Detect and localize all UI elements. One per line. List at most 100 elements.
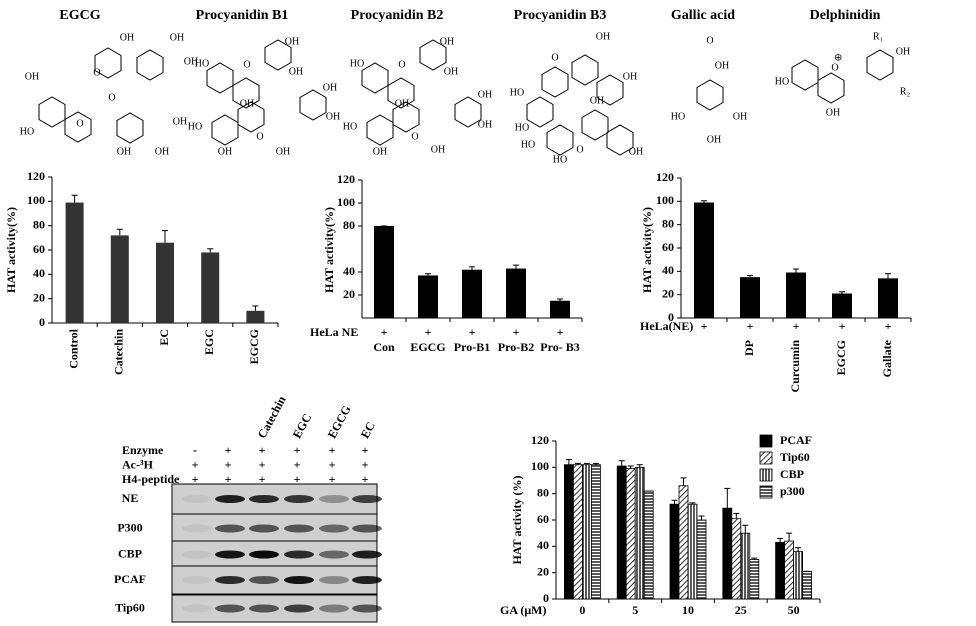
blot-band xyxy=(182,576,212,584)
structures xyxy=(38,39,894,156)
blot-band xyxy=(215,550,245,559)
atom-label: O xyxy=(256,131,263,142)
y-tick-label: 60 xyxy=(662,240,674,254)
bar xyxy=(156,242,174,323)
atom-label: O xyxy=(398,59,405,70)
atom-label: OH xyxy=(289,66,303,77)
bar xyxy=(506,268,526,318)
atom-label: OH xyxy=(707,134,721,145)
y-axis-label: HAT activity(%) xyxy=(4,207,18,293)
y-tick-label: 100 xyxy=(531,459,549,473)
atom-label: OH xyxy=(590,95,604,106)
condition-sign: + xyxy=(192,472,199,486)
ring xyxy=(419,39,447,71)
ring xyxy=(366,114,394,146)
ring xyxy=(64,111,92,143)
bar xyxy=(634,466,645,600)
y-tick-label: 120 xyxy=(531,433,549,447)
row-sign: + xyxy=(557,325,564,339)
blot-band xyxy=(284,495,314,503)
x-axis-label: GA (μM) xyxy=(500,603,546,617)
y-tick-label: 120 xyxy=(656,170,674,184)
atom-label: OH xyxy=(596,31,610,42)
bar xyxy=(573,464,583,600)
condition-sign: + xyxy=(294,472,301,486)
ring xyxy=(206,62,234,94)
treatment-label: EGC xyxy=(290,411,315,441)
bar xyxy=(65,202,84,323)
blot-band xyxy=(352,604,382,613)
x-tick-label: EGCG xyxy=(834,340,848,375)
bar xyxy=(110,235,129,323)
blot-band xyxy=(352,524,382,533)
blot-panel xyxy=(171,540,378,569)
bar xyxy=(616,465,627,600)
bar xyxy=(550,300,570,318)
y-tick-label: 0 xyxy=(668,310,674,324)
x-tick-label: 0 xyxy=(579,603,585,617)
ring xyxy=(454,96,482,128)
blot-band xyxy=(215,576,245,584)
blot-band xyxy=(284,550,314,559)
atom-label: OH xyxy=(623,71,637,82)
atom-label: OH xyxy=(478,89,492,100)
compound-name: EGCG xyxy=(59,8,100,23)
atom-label: OH xyxy=(173,116,187,127)
legend-label: CBP xyxy=(780,467,804,481)
row-sign: + xyxy=(885,319,892,333)
blot-band xyxy=(352,576,382,584)
atom-label: OH xyxy=(896,46,910,57)
bar xyxy=(749,559,760,600)
blot-row-label: Tip60 xyxy=(115,600,145,614)
atom-label: HO xyxy=(775,76,789,87)
condition-sign: + xyxy=(329,457,336,471)
legend-label: PCAF xyxy=(780,433,812,447)
y-axis-label: HAT activity(%) xyxy=(322,207,336,293)
row-sign: + xyxy=(747,319,754,333)
atom-label: HO xyxy=(188,121,202,132)
blot-band xyxy=(215,604,245,613)
x-tick-label: 10 xyxy=(682,603,694,617)
condition-sign: + xyxy=(225,457,232,471)
ring xyxy=(38,96,66,128)
blot-row-label: P300 xyxy=(117,520,142,534)
atom-label: OH xyxy=(155,146,169,157)
x-tick-label: Pro- B3 xyxy=(540,340,579,354)
ring xyxy=(211,114,239,146)
bar xyxy=(418,275,438,318)
legend-swatch xyxy=(759,434,773,448)
atom-label: OH xyxy=(478,119,492,130)
y-tick-label: 40 xyxy=(33,266,45,280)
bar xyxy=(591,464,601,600)
y-tick-label: 0 xyxy=(39,315,45,329)
bar xyxy=(740,532,751,600)
atom-label: HO xyxy=(521,139,535,150)
atom-label: OH xyxy=(733,111,747,122)
bar xyxy=(201,252,220,323)
bar xyxy=(740,277,760,318)
bar xyxy=(669,503,680,600)
atom-label: OH xyxy=(170,32,184,43)
y-tick-label: 60 xyxy=(33,242,45,256)
blot-band xyxy=(319,576,349,584)
x-tick-label: 50 xyxy=(788,603,800,617)
x-tick-label: 5 xyxy=(632,603,638,617)
y-axis-label: HAT activity (%) xyxy=(510,476,524,565)
compound-name: Gallic acid xyxy=(671,8,735,23)
atom-label: HO xyxy=(343,121,357,132)
y-tick-label: 20 xyxy=(343,287,355,301)
y-tick-label: 40 xyxy=(537,538,549,552)
bar xyxy=(802,570,812,600)
x-tick-label: EGCG xyxy=(410,340,445,354)
y-tick-label: 40 xyxy=(343,264,355,278)
atom-label: OH xyxy=(276,146,290,157)
y-tick-label: 80 xyxy=(33,217,45,231)
bar xyxy=(793,551,803,600)
ring xyxy=(817,72,845,104)
atom-label: O xyxy=(576,144,583,155)
bar xyxy=(462,269,482,318)
y-tick-label: 40 xyxy=(662,263,674,277)
blot-band xyxy=(249,524,279,533)
ring xyxy=(866,49,894,81)
atom-label: HO xyxy=(195,58,209,69)
